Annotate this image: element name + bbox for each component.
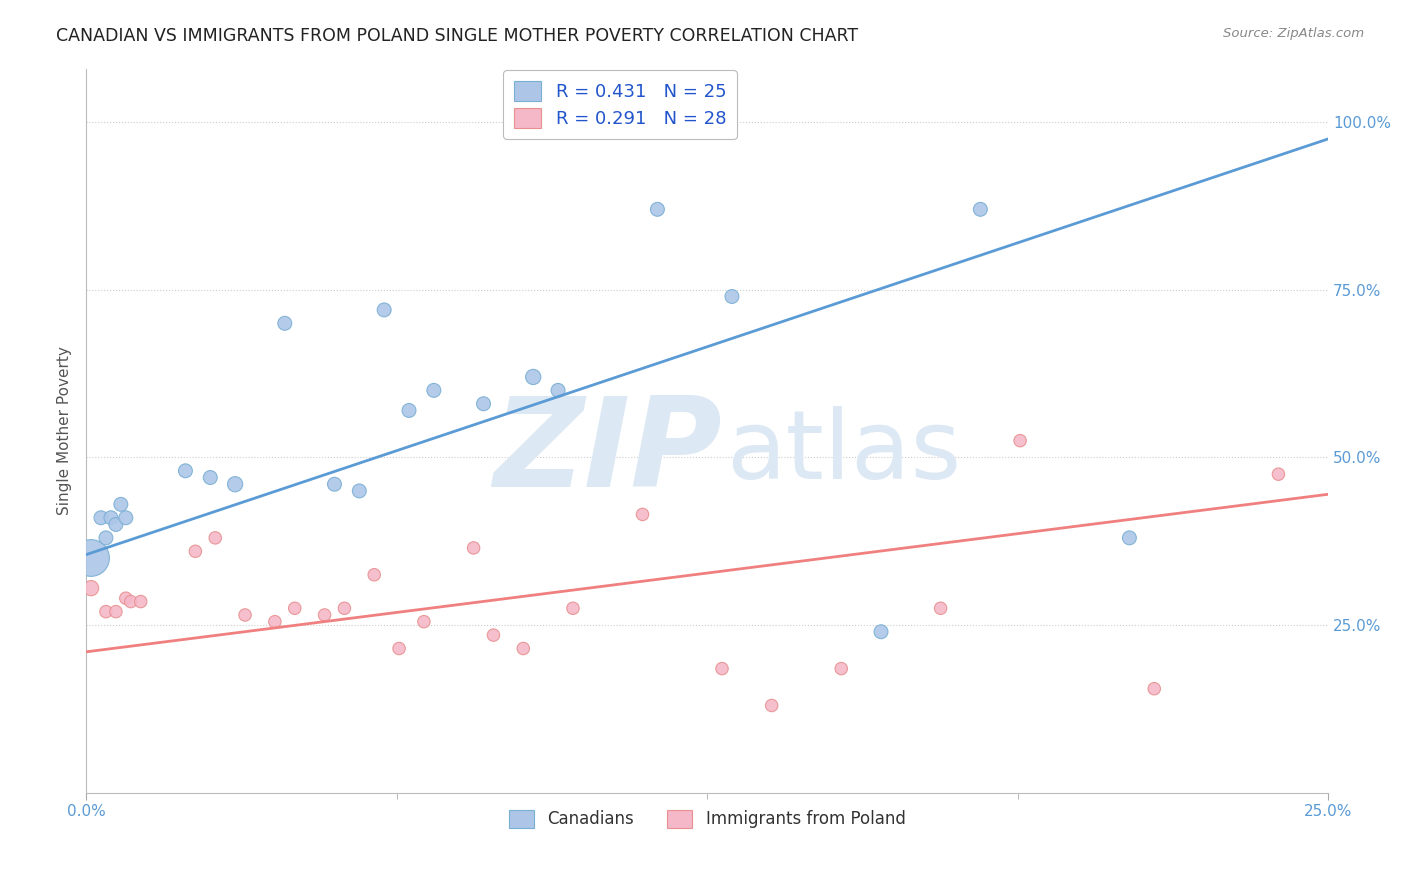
Point — [120, 594, 142, 608]
Point — [596, 115, 619, 129]
Y-axis label: Single Mother Poverty: Single Mother Poverty — [58, 346, 72, 515]
Point — [174, 464, 197, 478]
Point — [104, 517, 127, 532]
Point — [512, 641, 534, 656]
Point — [969, 202, 991, 217]
Text: atlas: atlas — [725, 406, 962, 499]
Point — [233, 607, 256, 622]
Point — [388, 641, 411, 656]
Point — [323, 477, 346, 491]
Point — [274, 316, 297, 330]
Point — [104, 605, 127, 619]
Point — [204, 531, 226, 545]
Point — [1267, 467, 1289, 482]
Point — [184, 544, 207, 558]
Point — [472, 397, 495, 411]
Point — [830, 662, 852, 676]
Point — [562, 601, 585, 615]
Point — [711, 662, 734, 676]
Legend: Canadians, Immigrants from Poland: Canadians, Immigrants from Poland — [502, 803, 912, 835]
Point — [423, 384, 446, 398]
Point — [1010, 434, 1032, 448]
Point — [114, 591, 136, 606]
Point — [263, 615, 285, 629]
Point — [349, 483, 371, 498]
Point — [721, 289, 744, 303]
Point — [647, 202, 669, 217]
Point — [870, 624, 893, 639]
Point — [1143, 681, 1166, 696]
Text: CANADIAN VS IMMIGRANTS FROM POLAND SINGLE MOTHER POVERTY CORRELATION CHART: CANADIAN VS IMMIGRANTS FROM POLAND SINGL… — [56, 27, 859, 45]
Point — [547, 384, 569, 398]
Point — [129, 594, 152, 608]
Point — [363, 567, 385, 582]
Point — [200, 470, 222, 484]
Point — [413, 615, 436, 629]
Point — [373, 302, 395, 317]
Point — [761, 698, 783, 713]
Point — [80, 581, 103, 595]
Point — [482, 628, 505, 642]
Point — [522, 370, 544, 384]
Text: ZIP: ZIP — [494, 392, 723, 513]
Point — [114, 510, 136, 524]
Point — [1118, 531, 1140, 545]
Point — [314, 607, 336, 622]
Point — [90, 510, 112, 524]
Point — [94, 605, 117, 619]
Point — [463, 541, 485, 555]
Point — [94, 531, 117, 545]
Point — [631, 508, 654, 522]
Text: Source: ZipAtlas.com: Source: ZipAtlas.com — [1223, 27, 1364, 40]
Point — [929, 601, 952, 615]
Point — [284, 601, 307, 615]
Point — [398, 403, 420, 417]
Point — [224, 477, 246, 491]
Point — [110, 497, 132, 511]
Point — [100, 510, 122, 524]
Point — [333, 601, 356, 615]
Point — [80, 551, 103, 566]
